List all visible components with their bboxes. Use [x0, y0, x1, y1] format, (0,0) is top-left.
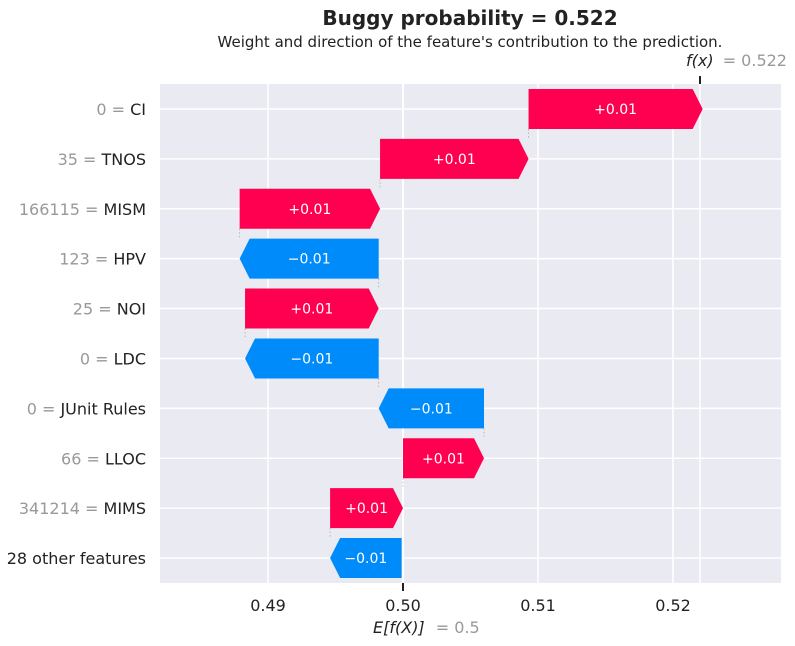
feature-name: CI — [130, 100, 146, 119]
efx-annotation: E[f(X)] = 0.5 — [373, 618, 480, 637]
x-axis: 0.49 0.50 0.51 0.52 0 = CI 35 = TNOS 166115 = … — [7, 100, 691, 615]
feature-label: 25 = NOI — [73, 300, 146, 319]
fx-annotation: f(x) = 0.522 — [686, 51, 787, 70]
feature-name: MISM — [104, 200, 146, 219]
feature-label: 35 = TNOS — [58, 150, 146, 169]
bar-value-label: +0.01 — [345, 501, 388, 517]
feature-label: 166115 = MISM — [19, 200, 146, 219]
feature-name: NOI — [117, 300, 146, 319]
bar-positive — [528, 88, 703, 129]
chart-subtitle: Weight and direction of the feature's co… — [217, 33, 723, 51]
bar-positive — [380, 138, 529, 179]
feature-value: 123 = — [59, 250, 113, 269]
feature-value: 166115 = — [19, 200, 104, 219]
x-tick-label: 0.50 — [385, 596, 421, 615]
bar-positive — [330, 488, 403, 529]
feature-name: LLOC — [105, 449, 146, 468]
bar-negative — [330, 538, 402, 579]
feature-value: 35 = — [58, 150, 102, 169]
bar-value-label: −0.01 — [344, 551, 387, 567]
bars-group: +0.01 +0.01 +0.01 −0.01 +0.01 −0.01 −0.01 +0.01… — [239, 88, 703, 579]
feature-name: TNOS — [101, 150, 147, 169]
feature-value: 25 = — [73, 300, 117, 319]
bar-positive — [403, 438, 484, 479]
feature-name: 28 other features — [7, 549, 146, 568]
bar-value-label: +0.01 — [288, 202, 331, 218]
fx-label: f(x) — [686, 51, 714, 70]
feature-label: 0 = JUnit Rules — [27, 399, 146, 418]
feature-name: MIMS — [104, 499, 146, 518]
bar-negative — [245, 338, 379, 379]
bar-value-label: +0.01 — [290, 302, 333, 318]
bar-negative — [239, 238, 379, 279]
x-tick-label: 0.51 — [520, 596, 556, 615]
feature-label: 341214 = MIMS — [19, 499, 146, 518]
bar-value-label: +0.01 — [422, 451, 465, 467]
feature-value: 0 = — [96, 100, 130, 119]
feature-name: JUnit Rules — [59, 399, 146, 418]
x-tick-label: 0.49 — [250, 596, 286, 615]
feature-name: HPV — [113, 250, 146, 269]
feature-value: 0 = — [80, 349, 114, 368]
feature-label: 66 = LLOC — [61, 449, 146, 468]
feature-name: LDC — [114, 349, 146, 368]
bar-value-label: −0.01 — [290, 351, 333, 367]
feature-label: 123 = HPV — [59, 250, 146, 269]
feature-value: 66 = — [61, 449, 105, 468]
feature-label: 0 = CI — [96, 100, 146, 119]
bar-value-label: +0.01 — [594, 102, 637, 118]
fx-value: = 0.522 — [723, 51, 787, 70]
feature-label: 0 = LDC — [80, 349, 146, 368]
x-tick-label: 0.52 — [655, 596, 691, 615]
bar-positive — [239, 188, 381, 229]
bar-value-label: −0.01 — [288, 252, 331, 268]
feature-value: 341214 = — [19, 499, 104, 518]
chart-title: Buggy probability = 0.522 — [322, 6, 618, 30]
bar-value-label: −0.01 — [410, 401, 453, 417]
bar-positive — [245, 288, 379, 329]
efx-value: = 0.5 — [436, 618, 480, 637]
feature-value: 0 = — [27, 399, 61, 418]
bar-negative — [378, 388, 484, 429]
efx-label: E[f(X)] — [373, 618, 425, 637]
feature-label: 28 other features — [7, 549, 146, 568]
reference-markers: f(x) = 0.522 E[f(X)] = 0.5 — [373, 51, 787, 637]
bar-value-label: +0.01 — [433, 152, 476, 168]
